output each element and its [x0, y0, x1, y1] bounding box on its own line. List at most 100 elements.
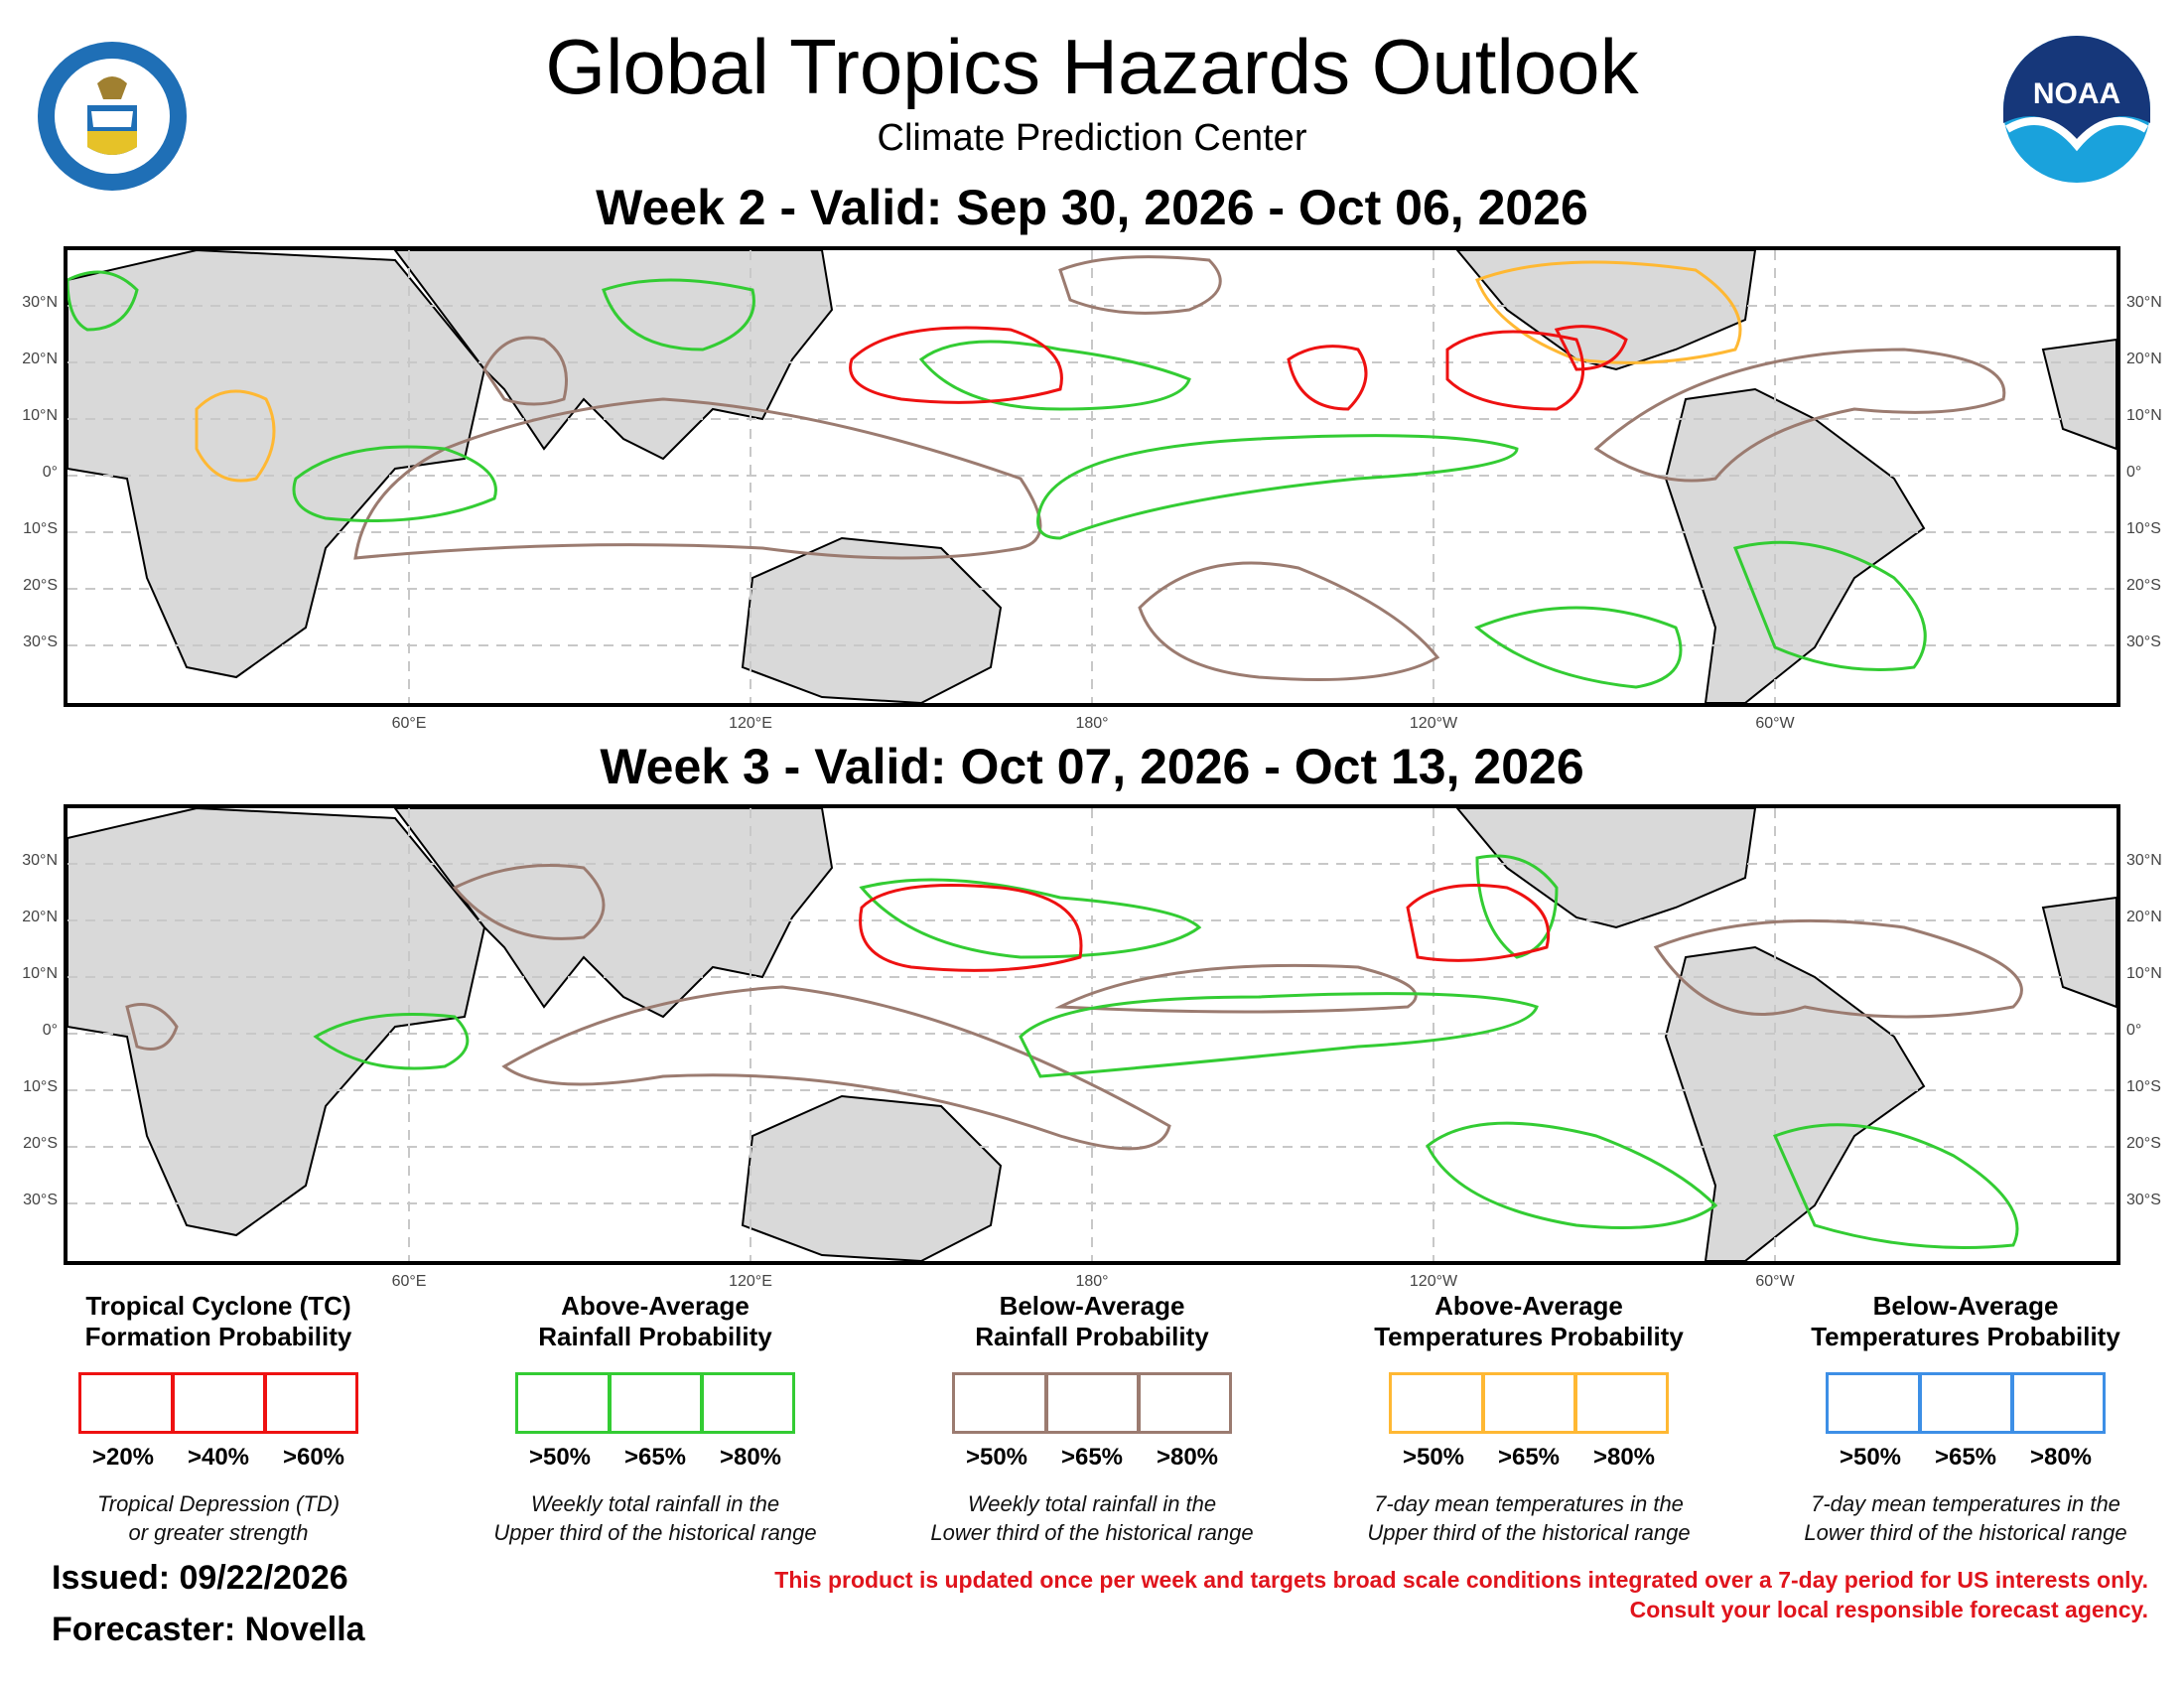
legend-below-temp-note-line1: 7-day mean temperatures in the	[1811, 1491, 2120, 1516]
legend-below-rain-note-line1: Weekly total rainfall in the	[967, 1491, 1217, 1516]
week2-lon-label-60e: 60°E	[391, 715, 427, 732]
week2-lat-label-10s: 10°S	[23, 520, 58, 537]
week3-tc-contours	[859, 884, 1551, 972]
legend-above-rain-label-80: >80%	[719, 1444, 782, 1471]
legend-below-temp-title-line2: Temperatures Probability	[1811, 1322, 2120, 1351]
legend-above-rain-box-80	[700, 1372, 795, 1434]
legend-below-temp-box-50	[1826, 1372, 1921, 1434]
week3-lat-label-right-20s: 20°S	[2126, 1135, 2161, 1152]
week3-lat-label-10n: 10°N	[22, 965, 58, 982]
legend-tc-box-60	[263, 1372, 358, 1434]
legend-above-temp-title-line1: Above-Average	[1434, 1291, 1623, 1321]
legend-below-temp: Below-Average Temperatures Probability >…	[1787, 1291, 2144, 1547]
legend-above-temp-label-65: >65%	[1497, 1444, 1561, 1471]
week2-lat-label-right-20s: 20°S	[2126, 577, 2161, 594]
legend-below-rain-title-line1: Below-Average	[999, 1291, 1185, 1321]
legend-above-temp-note-line1: 7-day mean temperatures in the	[1374, 1491, 1684, 1516]
legend-tc-label-40: >40%	[187, 1444, 250, 1471]
legend-below-temp-label-50: >50%	[1839, 1444, 1902, 1471]
legend-above-rain-note-line2: Upper third of the historical range	[493, 1520, 817, 1545]
legend-above-rain-note-line1: Weekly total rainfall in the	[530, 1491, 780, 1516]
week2-lat-label-20n: 20°N	[22, 351, 58, 367]
legend-tc-title-line1: Tropical Cyclone (TC)	[85, 1291, 351, 1321]
week3-lat-label-20s: 20°S	[23, 1135, 58, 1152]
legend-below-rain-label-65: >65%	[1060, 1444, 1124, 1471]
legend-below-temp-title-line1: Below-Average	[1872, 1291, 2059, 1321]
week2-lon-label-180: 180°	[1075, 715, 1109, 732]
legend-below-temp-label-65: >65%	[1934, 1444, 1997, 1471]
week3-lat-label-right-0: 0°	[2126, 1022, 2142, 1039]
week2-lat-label-20s: 20°S	[23, 577, 58, 594]
week3-lat-label-20n: 20°N	[22, 909, 58, 925]
page-subtitle: Climate Prediction Center	[877, 117, 1307, 159]
week3-lat-label-30s: 30°S	[23, 1192, 58, 1208]
week3-lon-label-120e: 120°E	[729, 1273, 772, 1290]
week3-lat-label-0: 0°	[42, 1022, 58, 1039]
disclaimer: This product is updated once per week an…	[774, 1565, 2148, 1624]
week3-lat-label-10s: 10°S	[23, 1078, 58, 1095]
legend-below-rain-box-65	[1044, 1372, 1140, 1434]
legend-tc-box-40	[171, 1372, 266, 1434]
week3-map	[64, 804, 2120, 1265]
week2-lat-label-30n: 30°N	[22, 294, 58, 311]
legend-above-temp-label-80: >80%	[1592, 1444, 1656, 1471]
legend-above-temp-box-65	[1481, 1372, 1576, 1434]
noaa-logo: NOAA	[2001, 34, 2152, 185]
legend-above-rain-label-50: >50%	[528, 1444, 592, 1471]
legend-below-rain-title-line2: Rainfall Probability	[975, 1322, 1209, 1351]
legend-above-rain: Above-Average Rainfall Probability >50% …	[477, 1291, 834, 1547]
issued-date: Issued: 09/22/2026	[52, 1559, 348, 1597]
commerce-seal-icon	[36, 40, 189, 193]
week3-lon-label-120w: 120°W	[1409, 1273, 1458, 1290]
week2-lat-label-right-30n: 30°N	[2126, 294, 2162, 311]
week3-lat-label-right-20n: 20°N	[2126, 909, 2162, 925]
disclaimer-line1: This product is updated once per week an…	[774, 1567, 2148, 1593]
legend-above-temp-box-50	[1389, 1372, 1484, 1434]
week2-lat-label-0: 0°	[42, 464, 58, 481]
legend-below-temp-label-80: >80%	[2029, 1444, 2093, 1471]
legend-below-temp-note-line2: Lower third of the historical range	[1804, 1520, 2127, 1545]
legend-below-rain-box-80	[1137, 1372, 1232, 1434]
week3-lon-label-180: 180°	[1075, 1273, 1109, 1290]
legend-above-temp-title-line2: Temperatures Probability	[1374, 1322, 1684, 1351]
legend-above-rain-box-50	[515, 1372, 611, 1434]
legend-tc-box-20	[78, 1372, 174, 1434]
week3-below-rain-contours	[125, 864, 2023, 1151]
legend-below-rain-label-50: >50%	[965, 1444, 1028, 1471]
week2-lon-label-120w: 120°W	[1409, 715, 1458, 732]
week3-title: Week 3 - Valid: Oct 07, 2026 - Oct 13, 2…	[600, 739, 1584, 794]
legend-below-rain-box-50	[952, 1372, 1047, 1434]
week3-lon-label-60e: 60°E	[391, 1273, 427, 1290]
forecaster-name: Forecaster: Novella	[52, 1611, 365, 1648]
week3-above-rain-contours	[313, 854, 2019, 1249]
week2-lat-label-right-20n: 20°N	[2126, 351, 2162, 367]
week2-below-rain-contours	[353, 255, 2006, 681]
week2-lat-label-right-10n: 10°N	[2126, 407, 2162, 424]
legend-above-rain-box-65	[608, 1372, 703, 1434]
legend-above-temp: Above-Average Temperatures Probability >…	[1350, 1291, 1707, 1547]
week2-lon-label-120e: 120°E	[729, 715, 772, 732]
week3-lat-label-right-10s: 10°S	[2126, 1078, 2161, 1095]
week2-lat-label-10n: 10°N	[22, 407, 58, 424]
week2-land	[68, 250, 2116, 703]
week2-title: Week 2 - Valid: Sep 30, 2026 - Oct 06, 2…	[596, 180, 1588, 235]
legend-below-temp-box-80	[2010, 1372, 2106, 1434]
page-title: Global Tropics Hazards Outlook	[545, 23, 1639, 110]
legend-tc-note-line1: Tropical Depression (TD)	[96, 1491, 341, 1516]
legend-tc-note-line2: or greater strength	[128, 1520, 309, 1545]
legend-tc: Tropical Cyclone (TC) Formation Probabil…	[40, 1291, 397, 1547]
week2-above-temp-contours	[195, 260, 1742, 483]
week3-lat-label-30n: 30°N	[22, 852, 58, 869]
noaa-logo-text: NOAA	[2033, 77, 2120, 110]
week2-lat-label-right-30s: 30°S	[2126, 633, 2161, 650]
week3-lat-label-right-30n: 30°N	[2126, 852, 2162, 869]
week3-lon-label-60w: 60°W	[1755, 1273, 1795, 1290]
week2-lat-label-30s: 30°S	[23, 633, 58, 650]
week3-lat-label-right-10n: 10°N	[2126, 965, 2162, 982]
week3-land	[68, 808, 2116, 1261]
week3-lat-label-right-30s: 30°S	[2126, 1192, 2161, 1208]
legend-tc-label-60: >60%	[282, 1444, 345, 1471]
legend-above-temp-label-50: >50%	[1402, 1444, 1465, 1471]
legend-above-temp-note-line2: Upper third of the historical range	[1367, 1520, 1691, 1545]
week2-above-rain-contours	[68, 270, 1927, 689]
